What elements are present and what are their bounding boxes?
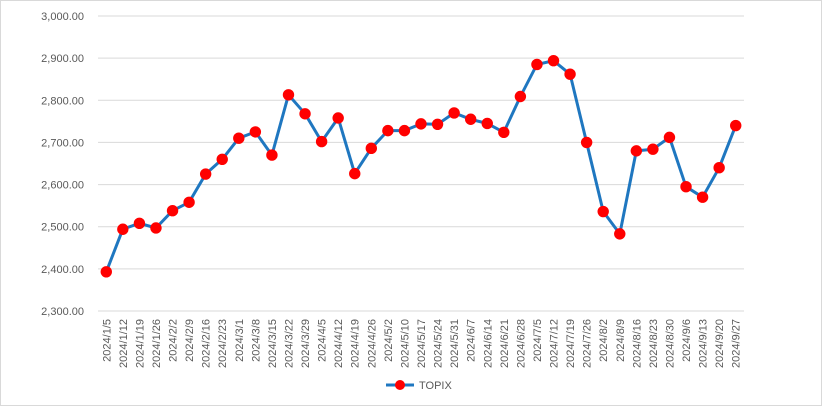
x-tick-label: 2024/5/31 [449,319,461,368]
x-tick-label: 2024/9/27 [731,319,743,368]
x-tick-label: 2024/9/13 [698,319,710,368]
data-point [680,180,692,193]
x-tick-label: 2024/3/29 [300,319,312,368]
x-tick-label: 2024/2/2 [168,319,180,362]
gridlines [98,15,744,312]
x-tick-label: 2024/9/6 [681,319,693,362]
data-point [266,149,278,161]
x-tick-label: 2024/2/16 [201,319,213,368]
x-tick-label: 2024/3/8 [250,319,262,362]
data-point [282,89,295,101]
x-axis: 2024/1/5 2024/1/12 2024/1/19 2024/1/26 2024/… [101,319,742,368]
y-tick-label: 3,000.00 [41,11,84,23]
x-tick-label: 2024/8/30 [664,319,676,368]
x-tick-label: 2024/7/12 [549,319,561,368]
data-point [133,217,146,230]
legend-label: TOPIX [419,380,452,392]
data-point [713,162,725,174]
legend: TOPIX [386,380,452,392]
data-point [514,90,527,103]
y-tick-label: 2,400.00 [41,264,84,276]
data-point [183,196,195,208]
series-line [104,59,738,273]
x-tick-label: 2024/6/14 [482,319,494,368]
data-point [696,191,709,203]
x-tick-label: 2024/6/28 [515,319,527,368]
x-tick-label: 2024/4/5 [317,319,329,362]
y-tick-label: 2,900.00 [41,53,84,65]
x-tick-label: 2024/7/19 [565,319,577,368]
data-point [580,136,593,149]
x-tick-label: 2024/6/21 [499,319,511,368]
x-tick-label: 2024/1/12 [118,319,130,368]
data-point [431,118,444,131]
data-point [349,167,361,180]
x-tick-label: 2024/2/9 [184,319,196,362]
data-point [233,132,245,144]
series-topix [100,54,742,278]
x-tick-label: 2024/1/5 [101,319,113,362]
data-point [382,124,394,137]
x-tick-label: 2024/7/5 [532,319,544,362]
data-point [100,266,112,278]
legend-marker [395,380,405,390]
data-point [199,168,212,180]
x-tick-label: 2024/4/26 [366,319,378,368]
data-point [663,131,676,144]
x-tick-label: 2024/8/9 [615,319,627,362]
data-point [117,223,129,235]
data-point [564,68,576,80]
x-tick-label: 2024/3/22 [283,319,295,368]
data-point [481,117,493,130]
x-tick-label: 2024/8/23 [648,319,660,368]
y-axis: 2,300.00 2,400.00 2,500.00 2,600.00 2,700.00… [41,11,84,318]
data-point [299,108,311,120]
x-tick-label: 2024/5/2 [383,319,395,362]
data-point [365,142,378,155]
x-tick-label: 2024/2/23 [217,319,229,368]
data-point [150,222,162,234]
y-tick-label: 2,700.00 [41,137,84,149]
data-point [614,228,626,240]
data-point [730,119,742,132]
x-tick-label: 2024/4/19 [350,319,362,368]
x-tick-label: 2024/8/2 [598,319,610,362]
x-tick-label: 2024/5/24 [433,319,445,368]
data-point [647,143,659,155]
x-tick-label: 2024/5/10 [399,319,411,368]
data-point [398,124,411,137]
data-point [464,113,477,125]
x-tick-label: 2024/1/19 [134,319,146,368]
x-tick-label: 2024/3/15 [267,319,279,368]
data-point [597,205,609,218]
data-point [332,112,344,124]
x-tick-label: 2024/7/26 [582,319,594,368]
y-tick-label: 2,800.00 [41,95,84,107]
data-point [547,54,560,67]
x-tick-label: 2024/3/1 [234,319,246,362]
data-point [415,118,427,130]
x-tick-label: 2024/9/20 [714,319,726,368]
data-point [216,153,228,165]
data-point [166,205,179,217]
y-tick-label: 2,600.00 [41,180,84,192]
x-tick-label: 2024/5/17 [416,319,428,368]
data-point [630,145,643,157]
data-point [498,126,510,139]
data-point [448,107,460,119]
data-point [315,135,328,148]
x-tick-label: 2024/6/7 [466,319,478,362]
x-tick-label: 2024/1/26 [151,319,163,368]
y-tick-label: 2,300.00 [41,306,84,318]
data-point [531,58,543,71]
x-tick-label: 2024/4/12 [333,319,345,368]
data-point [249,126,262,138]
y-tick-label: 2,500.00 [41,222,84,234]
x-tick-label: 2024/8/16 [631,319,643,368]
